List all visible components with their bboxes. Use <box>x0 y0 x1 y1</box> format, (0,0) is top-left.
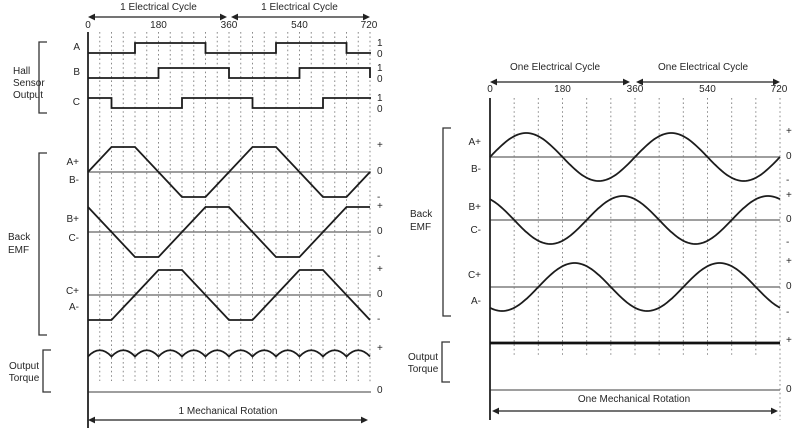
left-hall-a-waveform <box>88 42 371 54</box>
right-electrical-cycle-arrow-2-left-arrowhead <box>636 78 643 86</box>
group-label-torque: Torque <box>407 364 439 375</box>
tick-label: 180 <box>150 20 167 31</box>
right-electrical-cycle-arrow-1-right-arrowhead <box>623 78 630 86</box>
rotation-label: 1 Mechanical Rotation <box>178 406 278 417</box>
level-label: 0 <box>377 166 383 177</box>
group-label-torque: Output <box>407 352 439 363</box>
tick-label: 0 <box>487 84 493 95</box>
level-label: 0 <box>377 104 383 115</box>
signal-label: C- <box>470 225 481 236</box>
level-label: 1 <box>377 63 383 74</box>
signal-label: C+ <box>467 270 481 281</box>
left-back-emf-c-a--waveform <box>88 269 371 321</box>
group-label-emf: EMF <box>8 245 30 256</box>
level-label: + <box>786 126 792 137</box>
tick-label: 540 <box>699 84 716 95</box>
left-back-emf-b-c--waveform <box>87 206 370 258</box>
signal-label: B+ <box>468 202 481 213</box>
signal-label: C+ <box>65 286 79 297</box>
level-label: 0 <box>786 151 792 162</box>
left-electrical-cycle-arrow-1-right-arrowhead <box>220 13 227 21</box>
level-label: 0 <box>786 384 792 395</box>
signal-label: B- <box>471 164 481 175</box>
level-label: 1 <box>377 38 383 49</box>
group-label-hall: Output <box>13 90 44 101</box>
tick-label: 360 <box>626 84 644 95</box>
right-back-emf-b-c--waveform <box>489 195 781 245</box>
level-label: 0 <box>377 289 383 300</box>
left-electrical-cycle-arrow-2-right-arrowhead <box>363 13 370 21</box>
hall-sensor-output-bracket <box>38 41 47 114</box>
signal-label: C <box>72 97 80 108</box>
left-electrical-cycle-arrow-1-left-arrowhead <box>88 13 95 21</box>
group-label-emf: EMF <box>410 222 432 233</box>
level-label: 0 <box>786 214 792 225</box>
level-label: - <box>377 251 381 262</box>
signal-label: A <box>73 42 80 53</box>
level-label: - <box>786 237 790 248</box>
level-label: - <box>377 192 381 203</box>
tick-label: 180 <box>554 84 571 95</box>
signal-label: A- <box>69 302 79 313</box>
group-label-torque: Torque <box>8 373 40 384</box>
level-label: 0 <box>377 385 383 396</box>
group-label-torque: Output <box>8 361 40 372</box>
cycle-label: One Electrical Cycle <box>509 62 601 73</box>
output-torque-bracket-right <box>441 341 450 383</box>
cycle-label: 1 Electrical Cycle <box>120 2 197 13</box>
left-back-emf-a-b--waveform <box>87 146 371 198</box>
group-label-emf: Back <box>410 209 433 220</box>
right-back-emf-a-b--waveform <box>489 132 781 182</box>
left-hall-b-waveform <box>88 67 371 79</box>
left-electrical-cycle-arrow-2-left-arrowhead <box>231 13 238 21</box>
left-mechanical-rotation-arrow-left-arrowhead <box>88 416 95 424</box>
signal-label: B- <box>69 175 79 186</box>
output-torque-bracket-left <box>42 349 51 393</box>
signal-label: B+ <box>66 214 79 225</box>
level-label: + <box>786 190 792 201</box>
level-label: 0 <box>377 74 383 85</box>
level-label: + <box>377 343 383 354</box>
signal-label: B <box>73 67 80 78</box>
tick-label: 540 <box>291 20 308 31</box>
level-label: + <box>786 256 792 267</box>
left-output-torque-waveform <box>87 349 371 358</box>
signal-label: A- <box>471 296 481 307</box>
signal-label: A+ <box>66 157 79 168</box>
level-label: + <box>377 201 383 212</box>
left-hall-c-waveform <box>88 97 371 109</box>
level-label: 0 <box>377 226 383 237</box>
cycle-label: 1 Electrical Cycle <box>261 2 338 13</box>
level-label: + <box>377 264 383 275</box>
level-label: 0 <box>377 49 383 60</box>
level-label: - <box>786 175 790 186</box>
right-mechanical-rotation-arrow-left-arrowhead <box>492 407 499 415</box>
back-emf-bracket-right <box>442 127 451 317</box>
right-mechanical-rotation-arrow-right-arrowhead <box>771 407 778 415</box>
level-label: - <box>377 314 381 325</box>
group-label-emf: Back <box>8 232 31 243</box>
group-label-hall: Hall <box>13 66 31 77</box>
signal-label: A+ <box>468 137 481 148</box>
back-emf-bracket-left <box>38 152 47 336</box>
signal-label: C- <box>68 233 79 244</box>
tick-label: 720 <box>770 84 788 95</box>
level-label: 1 <box>377 93 383 104</box>
cycle-label: One Electrical Cycle <box>657 62 749 73</box>
level-label: - <box>786 307 790 318</box>
right-back-emf-c-a--waveform <box>489 262 781 312</box>
group-label-hall: Sensor <box>13 78 45 89</box>
rotation-label: One Mechanical Rotation <box>577 394 691 405</box>
tick-label: 360 <box>220 20 238 31</box>
level-label: + <box>377 140 383 151</box>
right-electrical-cycle-arrow-1-left-arrowhead <box>490 78 497 86</box>
left-mechanical-rotation-arrow-right-arrowhead <box>361 416 368 424</box>
tick-label: 0 <box>85 20 91 31</box>
level-label: 0 <box>786 281 792 292</box>
level-label: + <box>786 335 792 346</box>
tick-label: 720 <box>360 20 378 31</box>
right-electrical-cycle-arrow-2-right-arrowhead <box>773 78 780 86</box>
